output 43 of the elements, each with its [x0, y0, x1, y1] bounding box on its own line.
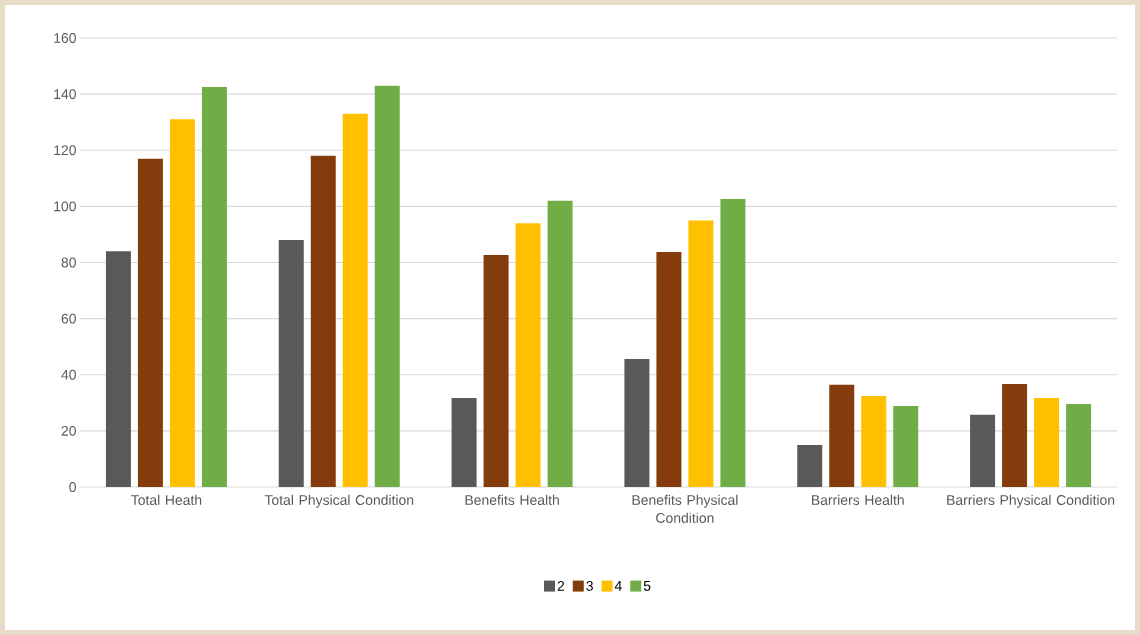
- bar: [688, 220, 714, 487]
- y-tick-label: 160: [54, 33, 76, 43]
- bar: [137, 158, 163, 487]
- x-tick-label: Barriers Physical Condition: [947, 494, 1115, 508]
- bar: [656, 252, 682, 487]
- y-tick-label: 100: [54, 201, 76, 212]
- legend-label: 2: [557, 580, 565, 591]
- y-tick-label: 120: [54, 145, 76, 156]
- bar: [1034, 398, 1060, 487]
- bar: [105, 251, 131, 487]
- y-tick-label: 0: [69, 482, 76, 492]
- bar: [624, 359, 650, 487]
- y-tick-label: 60: [61, 313, 76, 324]
- x-tick-label: Benefits Health: [465, 494, 559, 506]
- bar: [483, 254, 509, 487]
- bar: [515, 223, 541, 487]
- bar: [893, 405, 919, 487]
- x-tick-label: Barriers Health: [811, 494, 904, 506]
- bar: [169, 119, 195, 487]
- legend-label: 5: [643, 581, 651, 591]
- bar: [278, 240, 304, 487]
- y-tick-label: 20: [61, 425, 76, 436]
- bar: [861, 396, 887, 487]
- bar: [201, 87, 227, 487]
- x-tick-label: Total Physical Condition: [264, 494, 414, 508]
- bar: [1066, 403, 1092, 487]
- y-tick-label: 140: [54, 89, 76, 100]
- bar: [547, 200, 573, 487]
- y-tick-label: 80: [61, 257, 76, 268]
- legend-label: 4: [614, 581, 622, 591]
- x-tick-label: Total Heath: [131, 494, 202, 506]
- bar: [310, 155, 336, 487]
- bar: [970, 414, 996, 487]
- legend-label: 3: [586, 580, 593, 591]
- bar: [1002, 384, 1028, 487]
- bar: [797, 444, 823, 487]
- x-tick-label: Benefits Physical Condition: [632, 494, 738, 523]
- y-tick-label: 40: [61, 369, 76, 380]
- bar: [451, 398, 477, 487]
- bar: [374, 85, 400, 487]
- bar: [342, 113, 368, 487]
- bar: [829, 384, 855, 487]
- bar: [720, 199, 746, 487]
